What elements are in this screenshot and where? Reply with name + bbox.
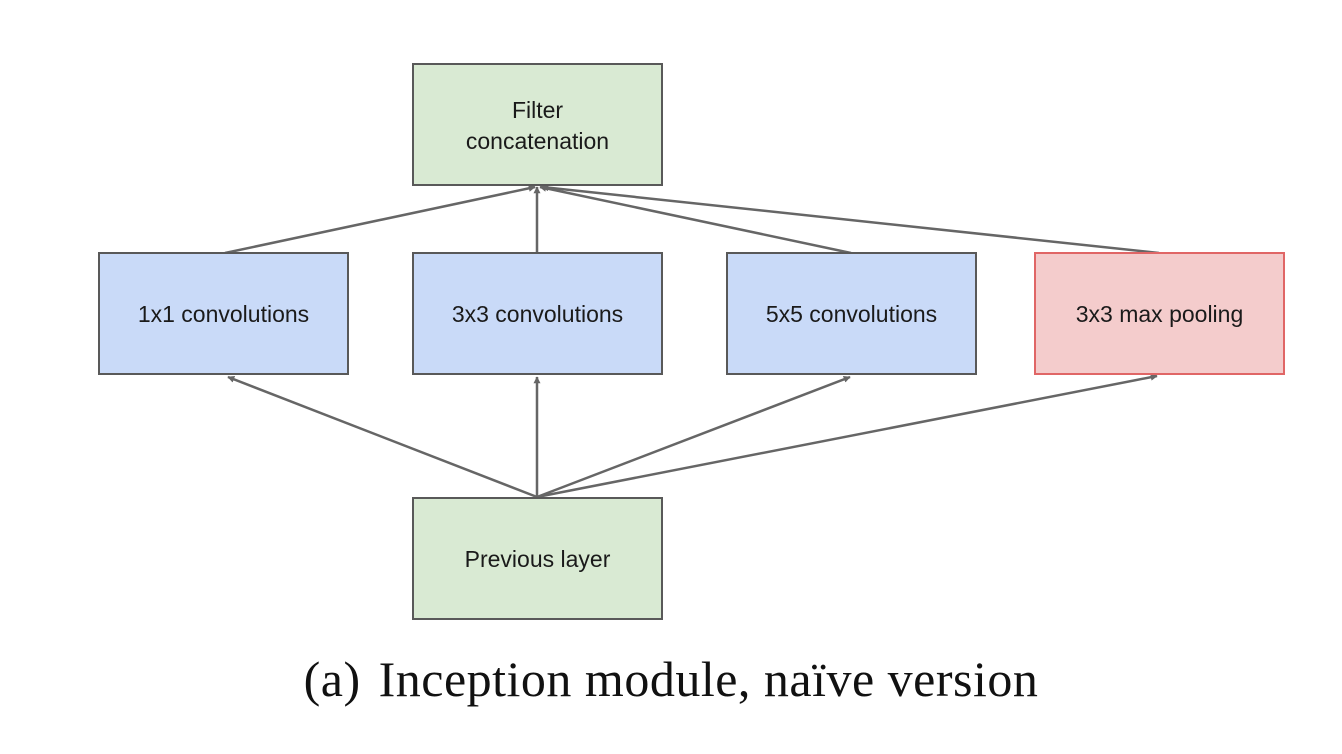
edge-prev-to-1x1 [227,375,538,499]
figure-caption: (a) Inception module, naïve version [0,650,1342,708]
conv-3x3-node: 3x3 convolutions [412,252,663,375]
filter-concatenation-label-line1: Filter [512,97,563,123]
edge-prev-to-5x5 [536,375,851,499]
previous-layer-label: Previous layer [465,546,611,572]
edge-1x1-to-concat [224,184,536,255]
edge-prev-to-maxpool [536,373,1158,499]
filter-concatenation-node: Filter concatenation [412,63,663,186]
conv-1x1-node: 1x1 convolutions [98,252,349,375]
maxpool-3x3-label: 3x3 max pooling [1076,301,1244,327]
conv-3x3-label: 3x3 convolutions [452,301,623,327]
conv-3x3-box [412,252,663,375]
filter-concatenation-box [412,63,663,186]
caption-text: Inception module, naïve version [378,651,1039,707]
conv-1x1-box [98,252,349,375]
edge-5x5-to-concat [539,184,852,255]
conv-5x5-node: 5x5 convolutions [726,252,977,375]
edges-input [227,373,1158,499]
previous-layer-node: Previous layer [412,497,663,620]
caption-tag: (a) [303,651,361,707]
conv-1x1-label: 1x1 convolutions [138,301,309,327]
conv-5x5-box [726,252,977,375]
maxpool-3x3-box [1034,252,1285,375]
filter-concatenation-label-line2: concatenation [466,128,609,154]
previous-layer-box [412,497,663,620]
edges-output [224,184,1160,255]
edge-maxpool-to-concat [541,184,1160,255]
conv-5x5-label: 5x5 convolutions [766,301,937,327]
maxpool-3x3-node: 3x3 max pooling [1034,252,1285,375]
